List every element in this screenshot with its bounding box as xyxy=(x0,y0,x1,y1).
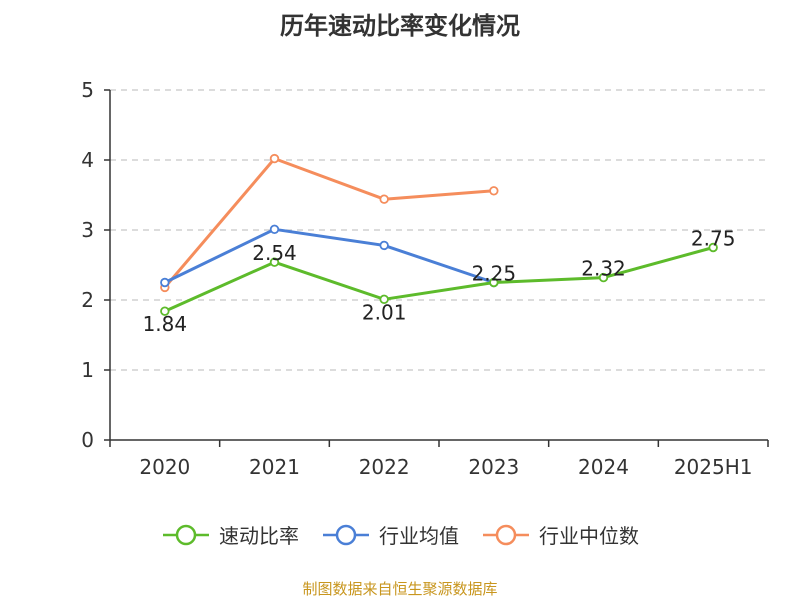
legend: 速动比率 行业均值 行业中位数 xyxy=(0,520,800,549)
legend-item[interactable]: 速动比率 xyxy=(161,520,299,549)
series-line xyxy=(164,227,495,284)
x-tick-label: 2022 xyxy=(359,455,410,479)
data-point xyxy=(379,294,389,304)
y-tick-label: 5 xyxy=(81,78,94,102)
series-line xyxy=(163,157,494,289)
legend-label: 行业均值 xyxy=(379,524,459,548)
data-label: 2.75 xyxy=(691,227,736,251)
legend-marker xyxy=(495,524,517,545)
data-point xyxy=(160,277,170,288)
data-label: 2.25 xyxy=(472,262,517,286)
legend-marker xyxy=(335,524,357,545)
axes: 0 1 2 3 4 5 2020 2021 2022 2023 2024 2025H1 xyxy=(81,78,769,479)
data-labels: 1.84 2.54 2.01 2.25 2.32 2.75 xyxy=(143,227,736,337)
series-line xyxy=(164,246,714,313)
legend-item[interactable]: 行业均值 xyxy=(321,520,459,549)
legend-item[interactable]: 行业中位数 xyxy=(481,520,639,549)
y-tick-label: 2 xyxy=(81,288,94,312)
data-point xyxy=(379,240,389,251)
legend-marker xyxy=(175,524,197,545)
y-tick-label: 3 xyxy=(81,218,94,242)
data-label: 2.32 xyxy=(581,257,626,281)
chart-title: 历年速动比率变化情况 xyxy=(280,12,520,40)
data-point xyxy=(708,242,718,253)
x-tick-label: 2025H1 xyxy=(674,455,753,479)
y-tick-label: 0 xyxy=(81,428,94,452)
data-label: 2.01 xyxy=(362,300,407,324)
x-tick-label: 2023 xyxy=(468,455,519,479)
source-note: 制图数据来自恒生聚源数据库 xyxy=(302,580,498,598)
data-label: 1.84 xyxy=(143,312,188,336)
data-point xyxy=(598,272,609,283)
x-tick-label: 2024 xyxy=(578,455,629,479)
data-point xyxy=(269,257,280,267)
data-point xyxy=(269,153,280,164)
y-tick-label: 4 xyxy=(81,148,94,172)
data-point xyxy=(489,277,499,288)
legend-swatch xyxy=(323,524,369,545)
data-point xyxy=(489,186,499,196)
legend-swatch xyxy=(483,524,529,545)
legend-swatch xyxy=(163,524,209,545)
x-tick-label: 2020 xyxy=(139,455,190,479)
legend-label: 速动比率 xyxy=(219,524,299,548)
data-label: 2.54 xyxy=(252,241,297,265)
series-lines xyxy=(160,153,718,316)
data-point xyxy=(269,224,280,234)
data-point xyxy=(379,194,389,204)
x-tick-label: 2021 xyxy=(249,455,300,479)
grid-lines xyxy=(110,89,768,371)
legend-label: 行业中位数 xyxy=(539,524,639,548)
data-point xyxy=(160,306,170,316)
y-tick-label: 1 xyxy=(81,358,94,382)
